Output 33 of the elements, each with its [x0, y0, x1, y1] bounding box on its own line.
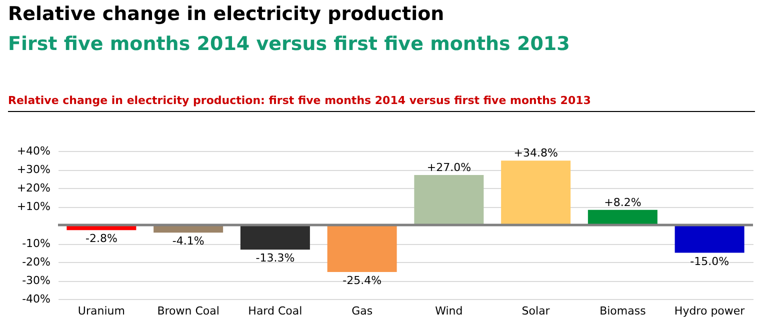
- data-label: -15.0%: [690, 254, 730, 268]
- data-label: -4.1%: [172, 234, 204, 248]
- y-tick-label: -20%: [22, 256, 50, 268]
- chart-subtitle: First five months 2014 versus first five months 2013: [8, 33, 570, 55]
- y-tick-label: +20%: [16, 182, 50, 194]
- data-label: +34.8%: [514, 146, 558, 160]
- x-tick-label: Wind: [435, 304, 463, 318]
- y-tick-label: -10%: [22, 237, 50, 250]
- x-tick-label: Uranium: [78, 304, 125, 318]
- x-tick-label: Brown Coal: [157, 304, 220, 318]
- bar: [674, 225, 744, 253]
- data-label: -25.4%: [342, 274, 382, 287]
- bar: [240, 225, 310, 250]
- data-label: -2.8%: [85, 232, 118, 246]
- y-tick-label: -30%: [22, 274, 50, 287]
- x-tick-label: Hydro power: [674, 304, 746, 318]
- data-label: +8.2%: [604, 196, 642, 209]
- y-tick-label: +40%: [16, 144, 50, 158]
- data-label: -13.3%: [256, 252, 295, 265]
- bar: [588, 210, 658, 225]
- x-tick-label: Hard Coal: [248, 304, 302, 318]
- bar: [327, 225, 397, 272]
- bar: [501, 160, 571, 225]
- data-label: +27.0%: [426, 161, 472, 174]
- y-tick-label: +30%: [16, 163, 50, 176]
- y-tick-label: +10%: [16, 200, 50, 213]
- bar: [414, 175, 484, 225]
- x-tick-label: Gas: [352, 304, 373, 318]
- x-tick-label: Biomass: [600, 304, 646, 318]
- text: Relative change in electricity production: first five months 2014 versus first five months 2013: [8, 94, 755, 112]
- y-tick-label: -40%: [22, 292, 50, 306]
- chart-title: Relative change in electricity production: [8, 3, 444, 25]
- x-tick-label: Solar: [522, 304, 550, 318]
